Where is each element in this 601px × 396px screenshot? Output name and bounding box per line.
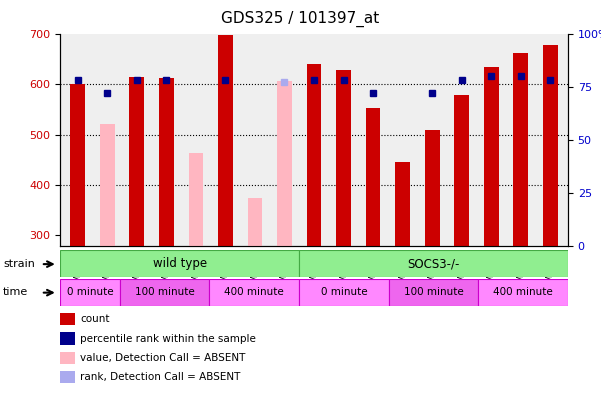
Bar: [248, 198, 263, 246]
Bar: [210, 279, 299, 306]
Bar: [307, 64, 322, 246]
Bar: [60, 332, 75, 345]
Bar: [100, 124, 115, 246]
Bar: [478, 279, 568, 306]
Text: value, Detection Call = ABSENT: value, Detection Call = ABSENT: [80, 353, 245, 363]
Bar: [129, 76, 144, 246]
Bar: [277, 80, 292, 246]
Bar: [543, 45, 558, 246]
Bar: [60, 250, 299, 277]
Text: wild type: wild type: [153, 257, 207, 270]
Text: count: count: [80, 314, 109, 324]
Bar: [60, 352, 75, 364]
Bar: [120, 279, 210, 306]
Bar: [425, 129, 439, 246]
Text: 0 minute: 0 minute: [320, 287, 367, 297]
Bar: [218, 35, 233, 246]
Bar: [484, 67, 499, 246]
Bar: [395, 162, 410, 246]
Text: 0 minute: 0 minute: [67, 287, 113, 297]
Bar: [365, 108, 380, 246]
Text: SOCS3-/-: SOCS3-/-: [407, 257, 460, 270]
Bar: [189, 153, 203, 246]
Text: GDS325 / 101397_at: GDS325 / 101397_at: [221, 11, 380, 27]
Text: 100 minute: 100 minute: [135, 287, 195, 297]
Text: percentile rank within the sample: percentile rank within the sample: [80, 333, 256, 343]
Bar: [70, 84, 85, 246]
Text: rank, Detection Call = ABSENT: rank, Detection Call = ABSENT: [80, 372, 240, 382]
Bar: [60, 313, 75, 326]
Bar: [336, 70, 351, 246]
Text: time: time: [3, 287, 28, 297]
Bar: [454, 95, 469, 246]
Bar: [299, 250, 568, 277]
Bar: [60, 279, 120, 306]
Bar: [513, 53, 528, 246]
Text: 400 minute: 400 minute: [224, 287, 284, 297]
Bar: [159, 78, 174, 246]
Bar: [299, 279, 389, 306]
Text: strain: strain: [3, 259, 35, 269]
Text: 100 minute: 100 minute: [404, 287, 463, 297]
Bar: [60, 371, 75, 383]
Text: 400 minute: 400 minute: [493, 287, 553, 297]
Bar: [389, 279, 478, 306]
